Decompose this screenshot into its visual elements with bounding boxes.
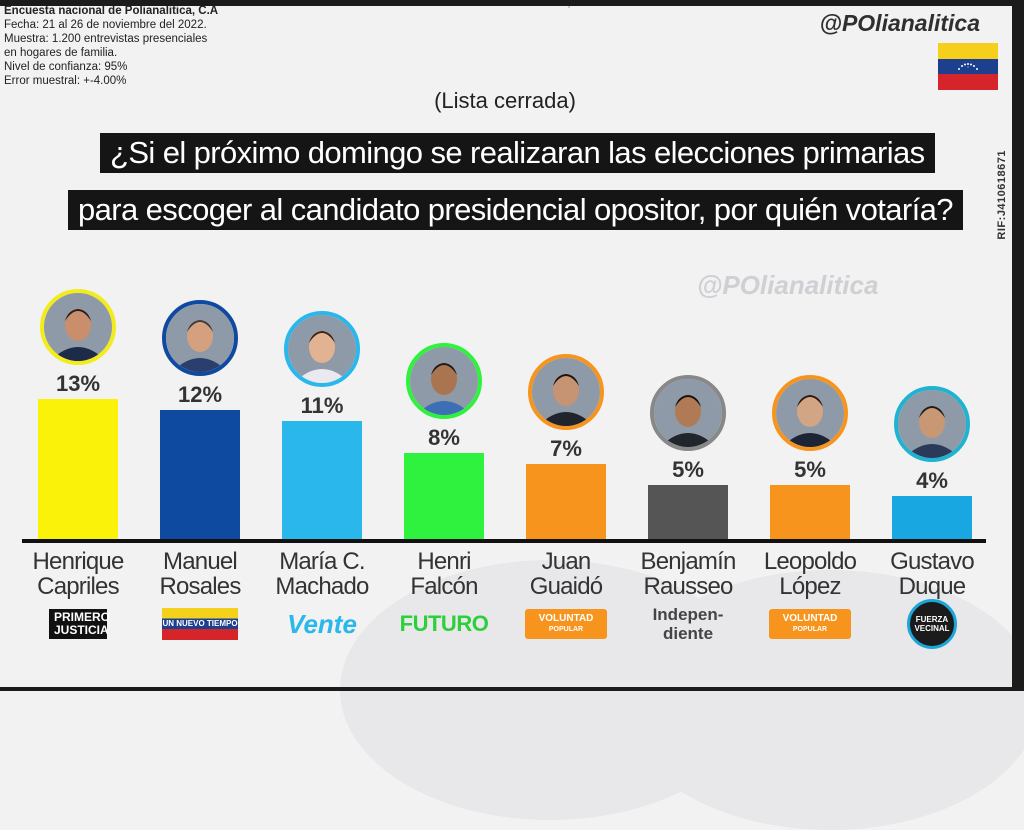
candidate-photo xyxy=(894,385,970,462)
candidate-photo xyxy=(772,375,848,452)
bar xyxy=(526,463,606,539)
chart-title-line-1: ¿Si el próximo domingo se realizaran las… xyxy=(100,133,935,173)
candidate-photo xyxy=(40,289,116,365)
data-label: 13% xyxy=(55,371,101,396)
frame-border xyxy=(1012,0,1024,691)
data-label: 5% xyxy=(794,457,826,483)
x-tick-label: Manuel Rosales xyxy=(159,548,241,600)
x-tick-label: Henri Falcón xyxy=(410,548,478,600)
survey-confidence: Nivel de confianza: 95% xyxy=(4,61,128,73)
data-label: 11% xyxy=(300,392,344,418)
chart-baseline xyxy=(22,539,986,543)
bar xyxy=(38,399,118,539)
x-tick-label: Gustavo Duque xyxy=(890,548,975,600)
bar xyxy=(160,409,240,539)
frame-border xyxy=(0,687,1024,691)
bar xyxy=(770,485,850,539)
candidate-photo xyxy=(528,353,604,430)
party-logo: VOLUNTAD POPULAR xyxy=(762,604,858,644)
bar xyxy=(282,420,362,539)
chart-canvas: Machado Falcón Guaidó Rausseo López Encu… xyxy=(0,0,1024,691)
party-logo: Indepen-diente xyxy=(652,605,724,643)
candidate-photo xyxy=(406,342,482,419)
venezuela-flag-icon xyxy=(938,43,998,90)
party-logo: Vente xyxy=(287,608,357,639)
x-tick-label: María C. Machado xyxy=(275,548,369,600)
survey-sample-2: en hogares de familia. xyxy=(4,47,118,59)
bar xyxy=(648,485,728,539)
data-label: 7% xyxy=(550,435,582,461)
party-logo: UN NUEVO TIEMPO xyxy=(152,604,248,644)
x-tick-label: Leopoldo López xyxy=(763,548,857,600)
party-logo: FUTURO xyxy=(399,611,489,636)
watermark: @POlianalitica xyxy=(697,270,879,300)
rif-number: RIF:J410618671 xyxy=(996,150,1008,240)
survey-sample: Muestra: 1.200 entrevistas presenciales xyxy=(4,33,208,45)
data-label: 5% xyxy=(672,457,704,483)
data-label: 8% xyxy=(428,424,460,450)
x-tick-label: Juan Guaidó xyxy=(529,548,603,600)
brand-handle: @POlianalitica xyxy=(819,10,980,36)
bar xyxy=(892,495,972,539)
party-logo: FUERZA VECINAL xyxy=(884,599,980,649)
x-tick-label: Henrique Capriles xyxy=(32,548,125,600)
candidate-photo xyxy=(162,299,238,376)
frame-border xyxy=(0,0,1024,6)
x-tick-label: Benjamín Rausseo xyxy=(640,548,737,600)
data-label: 4% xyxy=(916,467,948,493)
survey-info: Encuesta nacional de Polianalitica, C.A … xyxy=(4,4,274,88)
bar xyxy=(404,452,484,539)
data-label: 12% xyxy=(177,381,223,407)
party-logo: VOLUNTAD POPULAR xyxy=(518,604,614,644)
chart-subtitle: (Lista cerrada) xyxy=(434,88,576,113)
candidate-photo xyxy=(650,375,726,452)
party-logo: PRIMERO JUSTICIA xyxy=(30,604,126,644)
chart-title-line-2: para escoger al candidato presidencial o… xyxy=(68,190,963,230)
survey-error: Error muestral: +-4.00% xyxy=(4,75,127,87)
candidate-photo xyxy=(284,310,360,387)
survey-date: Fecha: 21 al 26 de noviembre del 2022. xyxy=(4,19,207,31)
survey-title: Encuesta nacional de Polianalitica, C.A xyxy=(4,5,219,17)
